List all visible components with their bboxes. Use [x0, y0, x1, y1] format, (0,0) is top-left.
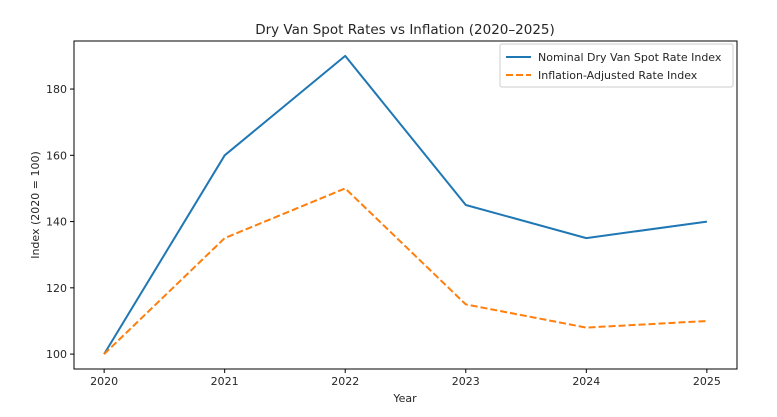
legend-label-2: Inflation-Adjusted Rate Index [538, 69, 698, 82]
legend: Nominal Dry Van Spot Rate Index Inflation… [499, 43, 734, 88]
y-tick-label: 140 [46, 216, 67, 229]
y-tick-label: 100 [46, 348, 67, 361]
legend-label-1: Nominal Dry Van Spot Rate Index [538, 51, 722, 64]
legend-box [499, 43, 734, 88]
y-tick-label: 180 [46, 83, 67, 96]
x-tick-label: 2020 [90, 375, 118, 388]
series-line-2 [103, 187, 707, 355]
x-tick-label: 2023 [452, 375, 480, 388]
series-line-1 [103, 54, 708, 355]
y-tick-label: 120 [46, 282, 67, 295]
x-tick-label: 2024 [572, 375, 600, 388]
x-axis-label: Year [392, 392, 417, 405]
plot-frame [73, 40, 738, 370]
x-tick-label: 2022 [331, 375, 359, 388]
x-tick-label: 2025 [693, 375, 721, 388]
chart-title: Dry Van Spot Rates vs Inflation (2020–20… [255, 22, 555, 38]
y-tick-label: 160 [46, 149, 67, 162]
y-axis-label: Index (2020 = 100) [29, 151, 42, 259]
x-tick-label: 2021 [211, 375, 239, 388]
